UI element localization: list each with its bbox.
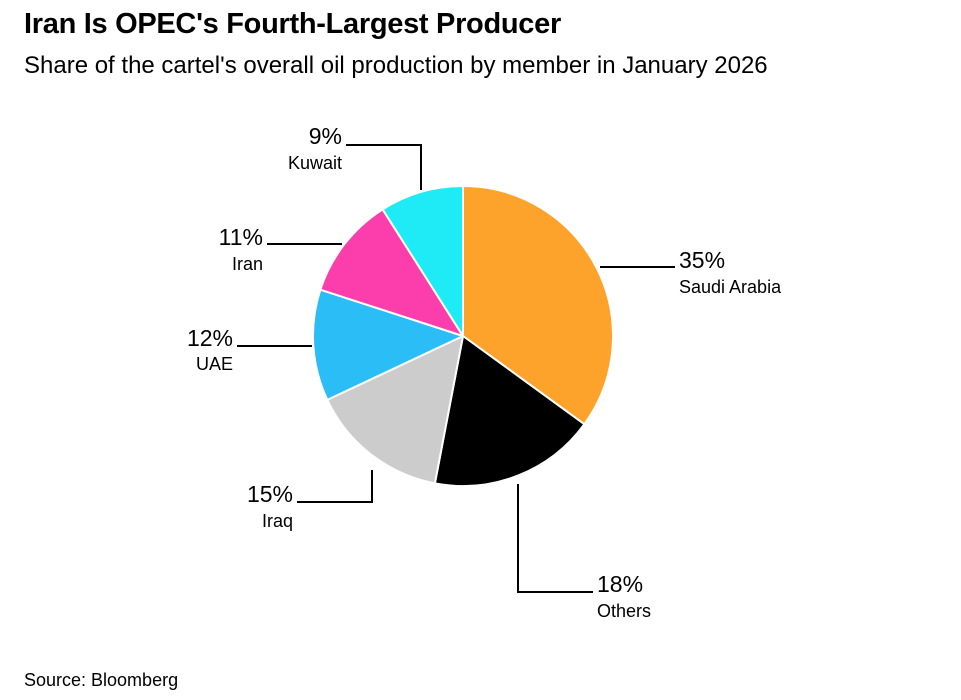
slice-name-label-uae: UAE — [196, 354, 233, 374]
slice-value-label-iran: 11% — [219, 224, 263, 250]
pie-slice-others — [433, 335, 586, 487]
pie-slice-uae — [312, 288, 464, 401]
source-note: Source: Bloomberg — [24, 670, 179, 690]
slice-value-label-uae: 12% — [187, 325, 233, 351]
slice-name-label-iraq: Iraq — [262, 511, 293, 531]
pie-leader-lines — [237, 144, 675, 593]
slice-name-label-saudi-arabia: Saudi Arabia — [679, 277, 782, 297]
pie-slice-saudi-arabia — [462, 185, 614, 426]
pie-slice-iran — [319, 208, 464, 337]
leader-line-iraq — [297, 470, 373, 503]
leader-line-others — [517, 484, 593, 593]
slice-value-label-kuwait: 9% — [309, 123, 342, 149]
pie-slice-iraq — [326, 335, 464, 485]
pie-slices — [312, 185, 614, 487]
slice-value-label-saudi-arabia: 35% — [679, 247, 725, 273]
leader-line-kuwait — [346, 144, 422, 190]
slice-name-label-kuwait: Kuwait — [288, 153, 342, 173]
chart-subtitle: Share of the cartel's overall oil produc… — [24, 52, 768, 79]
pie-labels: 35% Saudi Arabia 18% Others 15% Iraq 12% UAE 11%… — [187, 123, 782, 621]
slice-name-label-others: Others — [597, 601, 651, 621]
chart-title: Iran Is OPEC's Fourth-Largest Producer — [24, 8, 561, 40]
slice-value-label-iraq: 15% — [247, 481, 293, 507]
pie-slice-kuwait — [381, 185, 464, 337]
slice-name-label-iran: Iran — [232, 254, 263, 274]
slice-value-label-others: 18% — [597, 571, 643, 597]
